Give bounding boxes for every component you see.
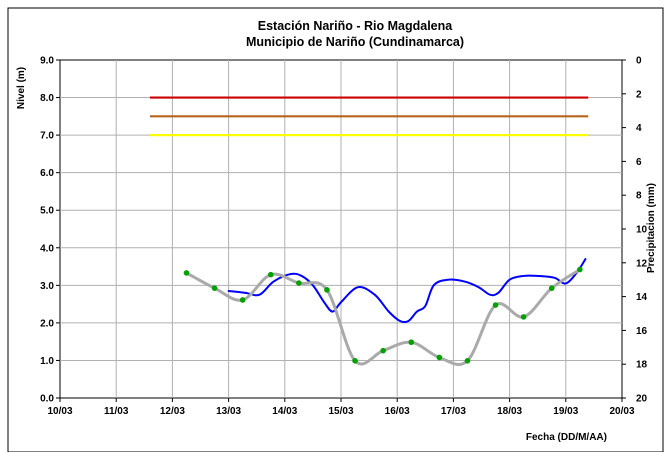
x-tick-label: 11/03 — [104, 406, 129, 417]
y-tick-label: 1.0 — [40, 356, 54, 367]
chart-subtitle: Municipio de Nariño (Cundinamarca) — [246, 35, 464, 49]
y-tick-label: 2.0 — [40, 318, 54, 329]
x-tick-label: 20/03 — [609, 406, 634, 417]
precipitation-point — [211, 285, 218, 291]
chart-area-border — [7, 7, 664, 452]
y-axis-label: Nivel (m) — [16, 67, 27, 109]
y2-tick-label: 6 — [636, 157, 642, 168]
x-axis-label: Fecha (DD/M/AA) — [526, 432, 607, 443]
x-tick-label: 18/03 — [497, 406, 522, 417]
x-tick-label: 15/03 — [328, 406, 353, 417]
y2-tick-label: 16 — [636, 326, 648, 337]
precipitation-point — [464, 358, 471, 364]
precipitation-point — [352, 358, 358, 364]
y2-tick-label: 8 — [636, 191, 642, 202]
x-tick-label: 19/03 — [553, 406, 578, 417]
y-tick-label: 7.0 — [40, 131, 54, 142]
precipitation-point — [520, 314, 527, 320]
y2-axis-label: Precipitacion (mm) — [646, 183, 657, 273]
precipitation-point — [492, 302, 499, 308]
y2-tick-label: 2 — [636, 89, 642, 100]
precipitation-point — [577, 266, 583, 273]
y2-tick-label: 14 — [636, 292, 648, 303]
precipitation-point — [296, 280, 302, 286]
precipitation-point — [239, 297, 246, 303]
precipitation-point — [548, 285, 555, 291]
y2-tick-label: 10 — [636, 225, 648, 236]
level-line — [227, 258, 587, 324]
x-tick-label: 10/03 — [47, 406, 72, 417]
y-tick-label: 4.0 — [40, 243, 54, 254]
precipitation-point — [267, 271, 274, 278]
precipitation-point — [408, 339, 415, 346]
y2-tick-label: 4 — [636, 123, 642, 134]
chart-title: Estación Nariño - Rio Magdalena — [258, 19, 454, 33]
y-tick-label: 0.0 — [40, 394, 54, 405]
precipitation-point — [380, 347, 386, 354]
y-tick-label: 8.0 — [40, 93, 54, 104]
y2-tick-label: 12 — [636, 258, 648, 269]
y-tick-label: 5.0 — [40, 206, 54, 217]
y2-tick-label: 18 — [636, 360, 648, 371]
precipitation-point — [324, 287, 330, 293]
y-tick-label: 3.0 — [40, 281, 54, 292]
tick-labels: 10/03 11/03 12/03 13/03 14/03 15/03 16/03 17/03… — [40, 56, 647, 418]
x-tick-label: 17/03 — [441, 406, 466, 417]
x-tick-label: 13/03 — [216, 406, 241, 417]
series-group — [183, 258, 587, 366]
x-tick-label: 14/03 — [272, 406, 297, 417]
x-tick-label: 16/03 — [385, 406, 410, 417]
y-tick-label: 6.0 — [40, 168, 54, 179]
precipitation-point — [183, 270, 190, 276]
reference-lines — [149, 96, 589, 137]
x-tick-label: 12/03 — [160, 406, 185, 417]
y-tick-label: 9.0 — [40, 56, 54, 67]
precipitation-point — [436, 354, 443, 361]
y2-tick-label: 20 — [636, 394, 648, 405]
y2-tick-label: 0 — [636, 56, 642, 67]
